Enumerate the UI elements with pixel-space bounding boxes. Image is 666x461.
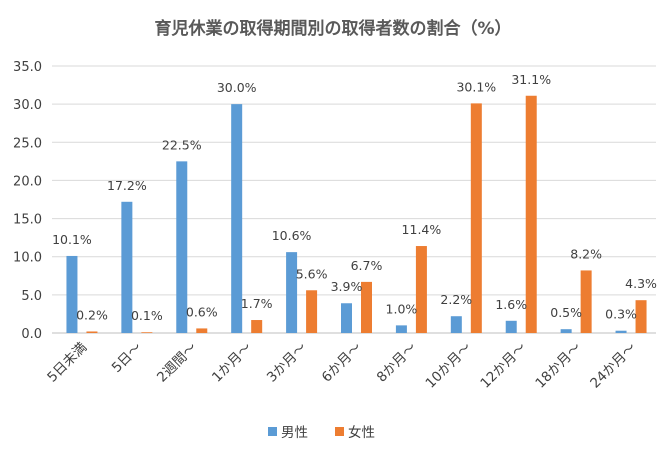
bar-female bbox=[306, 290, 318, 333]
data-label: 17.2% bbox=[107, 178, 147, 193]
bar-female bbox=[361, 281, 372, 333]
legend: 男性 女性 bbox=[268, 424, 375, 441]
bar-male bbox=[450, 316, 462, 333]
bar-female bbox=[525, 95, 537, 333]
bar-female bbox=[415, 246, 427, 333]
legend-label: 男性 bbox=[281, 425, 308, 441]
data-label: 22.5% bbox=[162, 137, 202, 152]
data-label: 10.1% bbox=[52, 232, 92, 247]
y-tick-label: 20.0 bbox=[13, 174, 42, 189]
bar-male bbox=[121, 201, 133, 333]
legend-label: 女性 bbox=[348, 424, 375, 441]
data-label: 3.9% bbox=[331, 279, 363, 294]
x-tick-label: 2週間～ bbox=[154, 340, 200, 386]
x-tick-label: 5日未満 bbox=[44, 340, 90, 386]
x-tick-label: 18か月～ bbox=[532, 340, 584, 392]
bar-male bbox=[341, 303, 352, 333]
x-tick-label: 6か月～ bbox=[319, 340, 365, 386]
bar-female bbox=[635, 300, 647, 333]
data-label: 1.6% bbox=[495, 297, 527, 312]
x-tick-label: 8か月～ bbox=[374, 340, 420, 386]
data-label: 8.2% bbox=[570, 246, 602, 261]
data-label: 0.3% bbox=[605, 307, 637, 322]
data-label: 1.7% bbox=[241, 296, 273, 311]
x-tick-label: 10か月～ bbox=[423, 340, 475, 392]
y-tick-label: 15.0 bbox=[13, 213, 42, 228]
data-labels: 10.1% 0.2% 17.2% 0.1% 22.5% 0.6% 30.0% 1.7% 10.6… bbox=[52, 72, 657, 323]
data-label: 0.2% bbox=[76, 307, 108, 322]
x-tick-label: 1か月～ bbox=[209, 340, 255, 386]
bar-female bbox=[86, 331, 98, 333]
data-label: 10.6% bbox=[272, 228, 312, 243]
legend-swatch bbox=[268, 427, 277, 436]
bar-male bbox=[176, 161, 188, 333]
bar-male bbox=[231, 104, 243, 334]
bar-female bbox=[141, 332, 153, 333]
data-label: 11.4% bbox=[402, 222, 442, 237]
bars bbox=[66, 95, 647, 334]
data-label: 2.2% bbox=[440, 292, 472, 307]
bar-male bbox=[395, 325, 407, 333]
y-tick-label: 35.0 bbox=[13, 60, 42, 75]
x-tick-label: 12か月～ bbox=[477, 340, 529, 392]
bar-female bbox=[196, 328, 208, 333]
gridlines bbox=[52, 65, 656, 334]
bar-male bbox=[560, 329, 572, 333]
bar-male bbox=[615, 330, 627, 333]
bar-female bbox=[580, 270, 592, 333]
chart-title: 育児休業の取得期間別の取得者数の割合（%） bbox=[154, 18, 511, 39]
data-label: 31.1% bbox=[511, 72, 551, 87]
data-label: 1.0% bbox=[386, 301, 418, 316]
data-label: 0.5% bbox=[550, 305, 582, 320]
data-label: 4.3% bbox=[625, 276, 657, 291]
bar-male bbox=[66, 255, 78, 333]
y-tick-label: 0.0 bbox=[21, 327, 42, 342]
y-tick-label: 30.0 bbox=[13, 98, 42, 113]
x-axis: 5日未満 5日～ 2週間～ 1か月～ 3か月～ 6か月～ 8か月～ 10か月～ 12か月～ 18か… bbox=[44, 340, 639, 392]
bar-female bbox=[470, 103, 482, 333]
data-label: 30.1% bbox=[456, 79, 496, 94]
data-label: 0.6% bbox=[186, 304, 218, 319]
bar-female bbox=[251, 320, 263, 333]
data-label: 0.1% bbox=[131, 308, 163, 323]
bar-male bbox=[505, 320, 517, 333]
y-tick-label: 10.0 bbox=[13, 251, 42, 266]
data-label: 30.0% bbox=[217, 80, 257, 95]
data-label: 6.7% bbox=[351, 258, 383, 273]
data-label: 5.6% bbox=[296, 266, 328, 281]
x-tick-label: 24か月～ bbox=[587, 340, 639, 392]
bar-male bbox=[286, 252, 298, 333]
y-tick-label: 5.0 bbox=[21, 289, 42, 304]
y-tick-label: 25.0 bbox=[13, 136, 42, 151]
x-tick-label: 5日～ bbox=[109, 340, 145, 376]
x-tick-label: 3か月～ bbox=[264, 340, 310, 386]
y-axis: 0.0 5.0 10.0 15.0 20.0 25.0 30.0 35.0 bbox=[13, 60, 42, 342]
legend-swatch bbox=[335, 427, 344, 436]
